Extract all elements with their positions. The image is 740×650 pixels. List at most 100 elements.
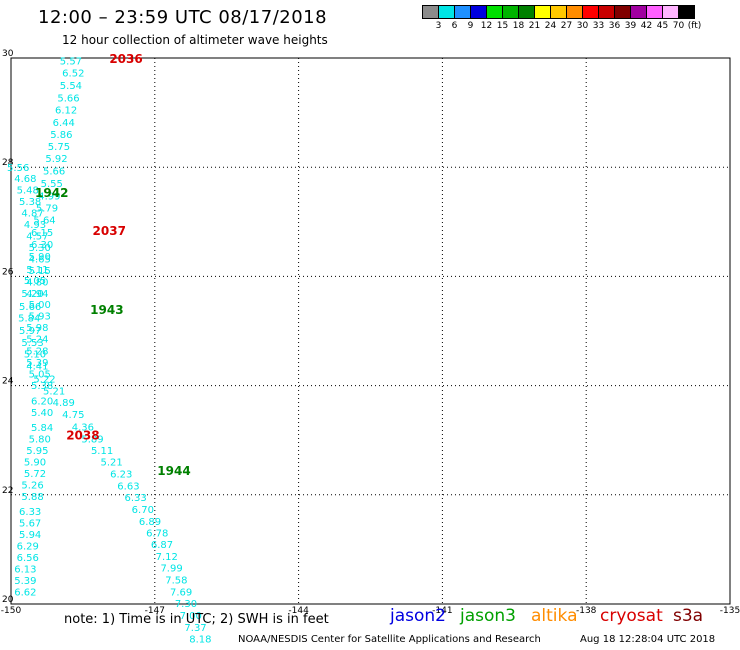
wave-height-point: 5.57 (60, 57, 82, 68)
wave-height-point: 5.21 (43, 387, 65, 398)
wave-height-point: 4.87 (21, 209, 43, 220)
wave-height-point: 7.58 (165, 575, 187, 586)
wave-height-point: 4.75 (62, 410, 84, 421)
y-tick-label: 30 (2, 49, 14, 59)
x-tick-label: -138 (576, 606, 597, 616)
wave-height-point: 7.37 (184, 623, 206, 634)
wave-height-point: 4.41 (26, 361, 48, 372)
legend-label: 3 (435, 21, 442, 31)
plot-frame (10, 57, 731, 605)
wave-height-point: 5.98 (26, 323, 48, 334)
legend-label: (ft) (687, 21, 702, 31)
pass-time-label: 1942 (35, 186, 68, 200)
wave-height-point: 5.90 (24, 457, 46, 468)
wave-height-point: 5.05 (29, 370, 51, 381)
footer-credit: NOAA/NESDIS Center for Satellite Applica… (238, 634, 541, 645)
wave-height-point: 6.30 (31, 240, 53, 251)
footer-timestamp: Aug 18 12:28:04 UTC 2018 (580, 634, 716, 645)
wave-height-point: 6.70 (132, 505, 154, 516)
wave-height-point: 5.11 (91, 446, 113, 457)
wave-height-point: 5.10 (24, 349, 46, 360)
wave-height-point: 5.66 (19, 302, 41, 313)
wave-height-point: 6.20 (31, 396, 53, 407)
wave-height-point: 5.95 (26, 446, 48, 457)
wave-height-point: 4.93 (24, 220, 46, 231)
wave-height-point: 4.94 (26, 289, 48, 300)
legend-label: 33 (592, 21, 605, 31)
wave-height-point: 6.29 (17, 542, 39, 553)
wave-height-point: 6.52 (62, 69, 84, 80)
wave-height-point: 5.39 (26, 358, 48, 369)
legend-label: 24 (544, 21, 557, 31)
wave-height-point: 5.84 (31, 423, 53, 434)
x-tick-label: -150 (1, 606, 22, 616)
pass-time-label: 2037 (93, 224, 126, 238)
y-tick-label: 20 (2, 595, 14, 605)
legend-label: 6 (451, 21, 458, 31)
wave-height-point: 5.30 (29, 243, 51, 254)
wave-height-point: 6.78 (146, 528, 168, 539)
wave-height-point: 4.36 (72, 423, 94, 434)
y-tick-label: 26 (2, 267, 14, 277)
x-tick-label: -135 (720, 606, 740, 616)
legend-label: 21 (528, 21, 541, 31)
wave-height-point: 5.56 (7, 163, 29, 174)
wave-height-point: 7.30 (175, 599, 197, 610)
wave-height-point: 6.23 (110, 470, 132, 481)
wave-height-point: 5.11 (26, 265, 48, 276)
wave-height-point: 7.12 (156, 552, 178, 563)
wave-height-point: 6.44 (53, 118, 75, 129)
pass-time-label: 1943 (90, 303, 123, 317)
legend-label: 42 (640, 21, 653, 31)
legend-label: 18 (512, 21, 525, 31)
wave-height-point: 5.84 (18, 313, 40, 324)
satellite-label-s3a: s3a (673, 606, 704, 626)
wave-height-point: 6.15 (31, 228, 53, 239)
satellite-label-jason3: jason3 (460, 606, 516, 626)
wave-height-point: 5.72 (24, 469, 46, 480)
wave-height-point: 5.79 (36, 204, 58, 215)
wave-height-point: 5.67 (19, 519, 41, 530)
wave-height-point: 5.89 (81, 435, 103, 446)
y-tick-label: 28 (2, 158, 14, 168)
wave-height-point: 5.15 (29, 266, 51, 277)
x-tick-label: -147 (145, 606, 165, 616)
pass-time-label: 1944 (157, 464, 190, 478)
wave-height-point: 5.22 (33, 375, 55, 386)
wave-height-point: 5.20 (21, 289, 43, 300)
wave-height-point: 8.18 (189, 634, 211, 645)
wave-height-point: 5.05 (24, 276, 46, 287)
wave-height-point: 5.92 (45, 154, 67, 165)
chart-title: 12:00 – 23:59 UTC 08/17/2018 (38, 7, 328, 28)
wave-height-point: 6.62 (14, 587, 36, 598)
wave-height-point: 6.87 (151, 540, 173, 551)
footer-note: note: 1) Time is in UTC; 2) SWH is in fe… (64, 612, 329, 627)
wave-height-point: 6.33 (19, 507, 41, 518)
wave-height-point: 5.54 (60, 81, 82, 92)
wave-height-point: 4.89 (53, 398, 75, 409)
wave-height-point: 5.88 (21, 492, 43, 503)
pass-time-label: 2036 (109, 52, 142, 66)
wave-height-point: 5.90 (29, 252, 51, 263)
wave-height-point: 6.13 (14, 565, 36, 576)
wave-height-point: 5.26 (21, 480, 43, 491)
wave-height-point: 5.28 (26, 347, 48, 358)
legend-label: 39 (624, 21, 637, 31)
wave-height-point: 5.40 (31, 408, 53, 419)
x-tick-label: -141 (432, 606, 452, 616)
wave-height-point: 4.80 (26, 277, 48, 288)
wave-height-point: 5.80 (29, 435, 51, 446)
y-tick-label: 24 (2, 377, 14, 387)
wave-height-point: 5.64 (33, 216, 55, 227)
wave-height-point: 5.21 (101, 457, 123, 468)
wave-height-point: 4.65 (29, 254, 51, 265)
satellite-label-cryosat: cryosat (600, 606, 663, 626)
wave-height-point: 4.68 (14, 174, 36, 185)
legend-label: 9 (467, 21, 474, 31)
wave-height-point: 5.48 (17, 186, 39, 197)
wave-height-point: 5.66 (57, 93, 79, 104)
wave-height-point: 6.56 (17, 553, 39, 564)
legend-label: 15 (496, 21, 509, 31)
wave-height-point: 6.12 (55, 105, 77, 116)
